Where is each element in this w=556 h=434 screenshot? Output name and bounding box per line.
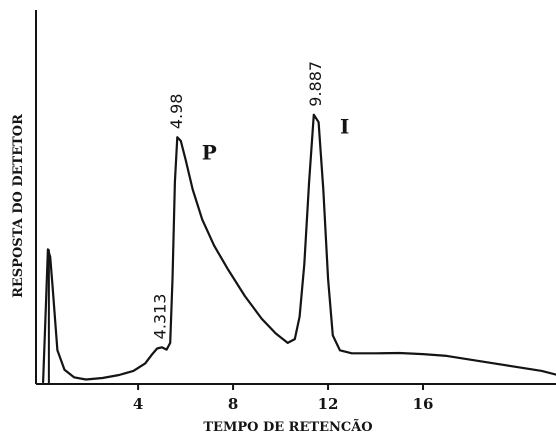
x-tick-label: 12: [318, 395, 339, 413]
x-tick-label: 4: [133, 395, 143, 413]
peak-retention-label: 4.98: [167, 94, 186, 130]
axes: [35, 10, 556, 385]
chromatogram-trace: [42, 113, 556, 384]
x-tick-label: 8: [228, 395, 238, 413]
peak-letter-label: I: [340, 114, 349, 138]
x-axis-label: TEMPO DE RETENCÃO: [203, 419, 372, 434]
peak-annotations: 4.313 4.98 9.887 P I: [150, 61, 349, 339]
peak-letter-label: P: [202, 141, 217, 165]
y-axis-label: RESPOSTA DO DETETOR: [11, 114, 26, 298]
peak-retention-label: 9.887: [306, 61, 325, 107]
x-ticks: 4 8 12 16: [133, 384, 434, 413]
x-tick-label: 16: [413, 395, 434, 413]
peak-retention-label: 4.313: [150, 294, 169, 340]
